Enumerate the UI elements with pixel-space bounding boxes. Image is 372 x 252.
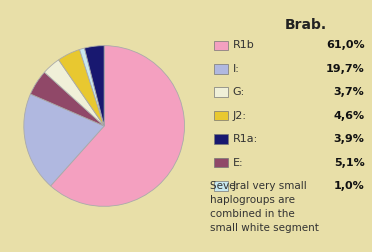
Text: Several very small
haplogroups are
combined in the
small white segment: Several very small haplogroups are combi… xyxy=(210,181,319,233)
Text: R1b: R1b xyxy=(232,40,254,50)
Wedge shape xyxy=(51,46,185,206)
Text: 4,6%: 4,6% xyxy=(333,111,365,121)
Text: E:: E: xyxy=(232,158,243,168)
Wedge shape xyxy=(24,94,104,186)
Text: G:: G: xyxy=(232,87,245,97)
Text: R1a:: R1a: xyxy=(232,134,258,144)
Text: J:: J: xyxy=(232,181,239,191)
Wedge shape xyxy=(31,72,104,126)
Wedge shape xyxy=(59,49,104,126)
Wedge shape xyxy=(80,48,104,126)
Text: 3,9%: 3,9% xyxy=(334,134,365,144)
Wedge shape xyxy=(44,60,104,126)
Text: 19,7%: 19,7% xyxy=(326,64,365,74)
Text: 1,0%: 1,0% xyxy=(334,181,365,191)
Text: 61,0%: 61,0% xyxy=(326,40,365,50)
Text: 5,1%: 5,1% xyxy=(334,158,365,168)
Text: I:: I: xyxy=(232,64,239,74)
Text: Brab.: Brab. xyxy=(285,18,327,32)
Text: 3,7%: 3,7% xyxy=(334,87,365,97)
Text: J2:: J2: xyxy=(232,111,247,121)
Wedge shape xyxy=(84,46,104,126)
